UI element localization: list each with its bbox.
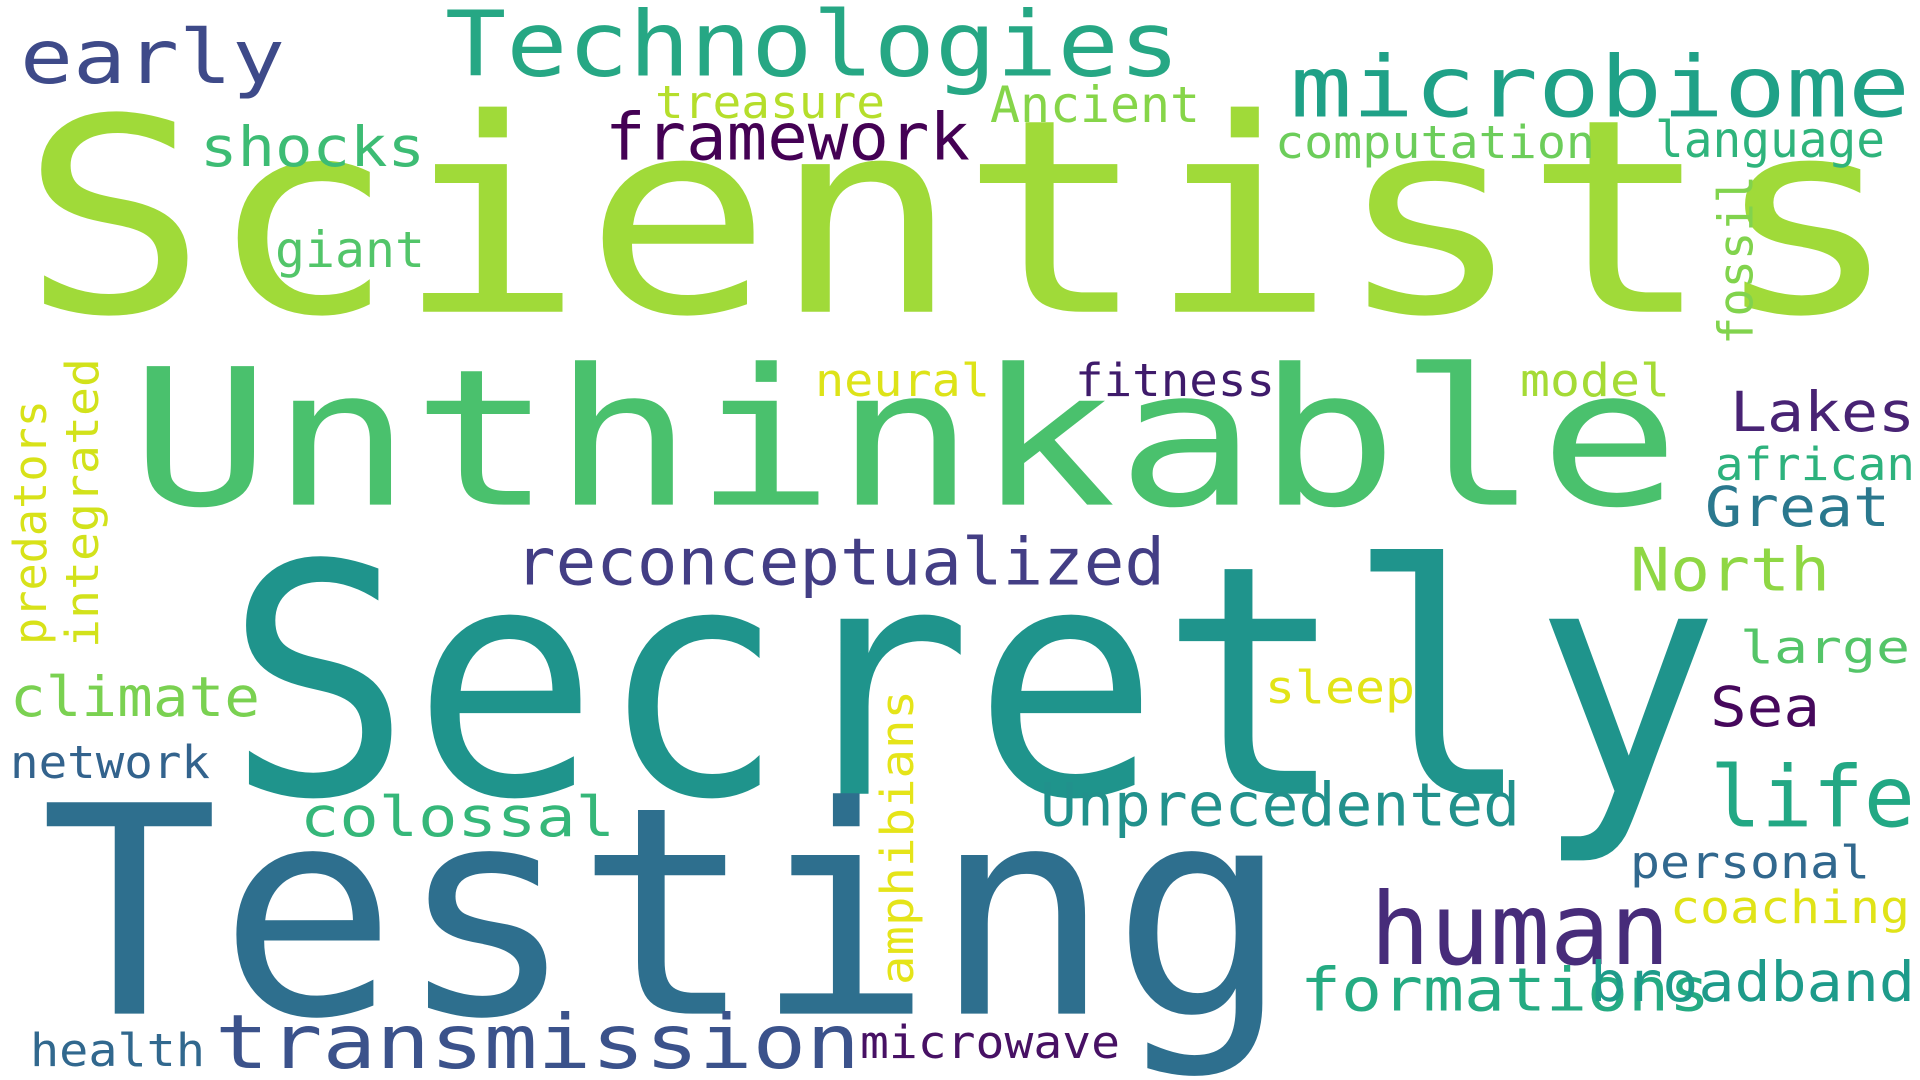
word-shocks: shocks: [200, 115, 425, 180]
word-neural: neural: [815, 353, 990, 407]
word-treasure: treasure: [655, 75, 885, 129]
word-fossil: fossil: [1707, 175, 1764, 345]
word-health: health: [30, 1023, 205, 1077]
word-testing: Testing: [40, 743, 1290, 1080]
word-transmission: transmission: [215, 998, 860, 1080]
word-great: Great: [1705, 475, 1890, 540]
word-framework: framework: [605, 99, 970, 176]
word-sea: Sea: [1710, 675, 1820, 740]
word-model: model: [1520, 353, 1670, 407]
word-predators: predators: [3, 400, 57, 645]
word-lakes: Lakes: [1730, 380, 1915, 445]
word-microbiome: microbiome: [1290, 37, 1910, 137]
word-reconceptualized: reconceptualized: [515, 524, 1165, 601]
word-unprecedented: Unprecedented: [1040, 769, 1520, 840]
word-language: language: [1655, 110, 1885, 169]
word-life: life: [1710, 747, 1915, 847]
word-fitness: fitness: [1075, 353, 1275, 407]
word-sleep: sleep: [1265, 660, 1415, 714]
word-secretly: Secretly: [225, 496, 1720, 871]
word-technologies: Technologies: [445, 0, 1180, 98]
word-ancient: Ancient: [990, 75, 1200, 134]
word-early: early: [20, 13, 285, 101]
word-colossal: colossal: [300, 785, 615, 850]
word-unthinkable: Unthinkable: [130, 327, 1680, 551]
word-formations: formations: [1300, 954, 1710, 1025]
word-african: african: [1715, 437, 1915, 491]
word-large: large: [1740, 620, 1910, 674]
word-north: North: [1630, 534, 1830, 605]
word-network: network: [10, 735, 210, 789]
word-broadband: broadband: [1590, 950, 1915, 1015]
word-giant: giant: [275, 220, 425, 279]
word-climate: climate: [10, 665, 260, 730]
word-human: human: [1370, 871, 1670, 988]
word-integrated: integrated: [55, 358, 109, 648]
word-microwave: microwave: [860, 1015, 1120, 1069]
word-computation: computation: [1275, 115, 1595, 169]
word-personal: personal: [1630, 835, 1870, 889]
word-scientists: Scientists: [20, 60, 1900, 377]
word-amphibians: amphibians: [870, 690, 924, 985]
word-coaching: coaching: [1670, 880, 1910, 934]
